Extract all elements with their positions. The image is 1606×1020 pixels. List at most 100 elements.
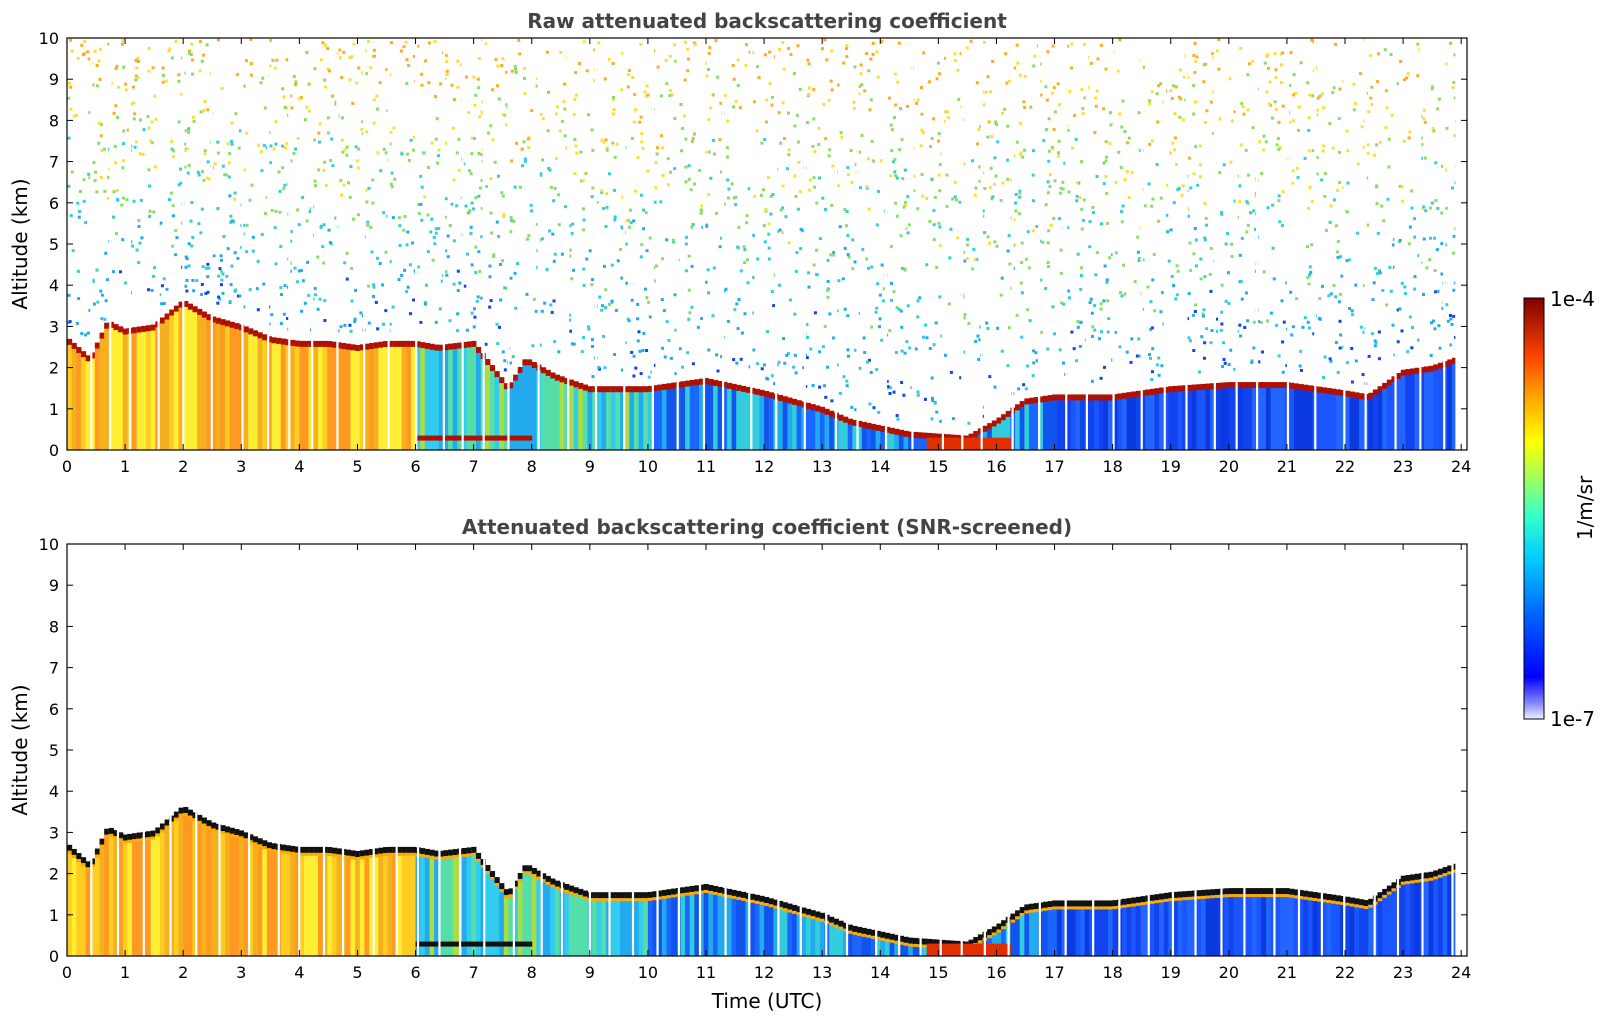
noise-pixel [1041, 240, 1045, 244]
noise-pixel [963, 313, 967, 317]
heatmap-column [225, 828, 231, 956]
noise-pixel [1402, 78, 1406, 82]
noise-pixel [539, 112, 543, 116]
noise-pixel [1296, 175, 1300, 179]
noise-pixel [1453, 53, 1457, 57]
noise-pixel [1215, 49, 1219, 53]
noise-pixel [531, 344, 535, 348]
noise-pixel [1406, 350, 1410, 354]
heatmap-column [452, 345, 458, 450]
noise-pixel [1169, 228, 1173, 232]
noise-pixel [191, 235, 195, 239]
layer-edge [1312, 892, 1318, 899]
noise-pixel [660, 298, 664, 302]
noise-pixel [870, 265, 874, 269]
gap-line [1185, 38, 1188, 450]
heatmap-column [475, 854, 482, 956]
noise-pixel [877, 189, 881, 193]
noise-pixel [806, 121, 810, 125]
noise-pixel [562, 100, 566, 104]
noise-pixel [1259, 320, 1263, 324]
noise-pixel [505, 287, 509, 291]
heatmap-column [615, 388, 621, 450]
noise-pixel [1204, 216, 1208, 220]
heatmap-column [573, 383, 579, 450]
noise-pixel [407, 158, 411, 162]
heatmap-column [987, 931, 993, 956]
noise-pixel [781, 101, 785, 105]
x-tick-label: 19 [1161, 963, 1181, 982]
noise-pixel [95, 63, 99, 67]
noise-pixel [851, 238, 855, 242]
near-surface-return [968, 437, 974, 450]
noise-pixel [993, 183, 997, 187]
layer-edge [1275, 888, 1281, 895]
layer-edge [322, 340, 328, 347]
noise-pixel [372, 98, 376, 102]
noise-pixel [725, 146, 729, 150]
layer-edge-warm [536, 876, 542, 880]
noise-pixel [611, 62, 615, 66]
heatmap-column [369, 345, 375, 450]
noise-pixel [828, 148, 832, 152]
heatmap-column [573, 889, 579, 956]
noise-pixel [268, 64, 272, 68]
layer-edge [722, 381, 728, 388]
noise-pixel [669, 356, 673, 360]
noise-pixel [820, 47, 824, 51]
noise-pixel [621, 51, 625, 55]
noise-pixel [835, 363, 839, 367]
noise-pixel [444, 53, 448, 57]
layer-edge [178, 301, 184, 308]
noise-pixel [1387, 137, 1391, 141]
heatmap-column [448, 345, 454, 450]
noise-pixel [640, 243, 644, 247]
noise-pixel [1230, 242, 1234, 246]
noise-pixel [861, 247, 865, 251]
noise-pixel [1318, 94, 1322, 98]
noise-pixel [1432, 129, 1436, 133]
noise-pixel [1218, 171, 1222, 175]
noise-pixel [823, 38, 827, 42]
noise-pixel [275, 58, 279, 62]
layer-edge-warm [647, 897, 654, 901]
noise-pixel [281, 166, 285, 170]
x-tick-label: 18 [1102, 963, 1122, 982]
noise-pixel [636, 302, 640, 306]
noise-pixel [405, 290, 409, 294]
gap-line [980, 38, 983, 450]
layer-edge [424, 848, 430, 855]
noise-pixel [184, 265, 188, 269]
layer-edge-warm [220, 831, 226, 835]
noise-pixel [1358, 72, 1362, 76]
layer-edge-warm [671, 894, 677, 898]
low-layer-edge [462, 941, 468, 947]
noise-pixel [1396, 340, 1400, 344]
layer-edge [429, 849, 435, 856]
noise-pixel [370, 250, 374, 254]
noise-pixel [470, 311, 474, 315]
noise-pixel [216, 38, 220, 42]
noise-pixel [1192, 53, 1196, 57]
noise-pixel [951, 417, 955, 421]
noise-pixel [1049, 223, 1053, 227]
noise-pixel [614, 308, 618, 312]
heatmap-column [601, 894, 607, 956]
noise-pixel [1361, 373, 1365, 377]
noise-pixel [255, 287, 259, 291]
noise-pixel [1384, 89, 1388, 93]
noise-pixel [1201, 312, 1205, 316]
layer-edge-warm [471, 852, 477, 856]
noise-pixel [1219, 328, 1223, 332]
noise-pixel [113, 161, 117, 165]
layer-edge [150, 324, 156, 331]
layer-edge [378, 847, 384, 854]
heatmap-column [768, 394, 774, 450]
heatmap-column [652, 387, 658, 450]
noise-pixel [456, 85, 460, 89]
noise-pixel [1352, 108, 1356, 112]
layer-edge [819, 406, 826, 413]
layer-edge [1159, 893, 1165, 900]
noise-pixel [1012, 218, 1016, 222]
noise-pixel [403, 268, 407, 272]
